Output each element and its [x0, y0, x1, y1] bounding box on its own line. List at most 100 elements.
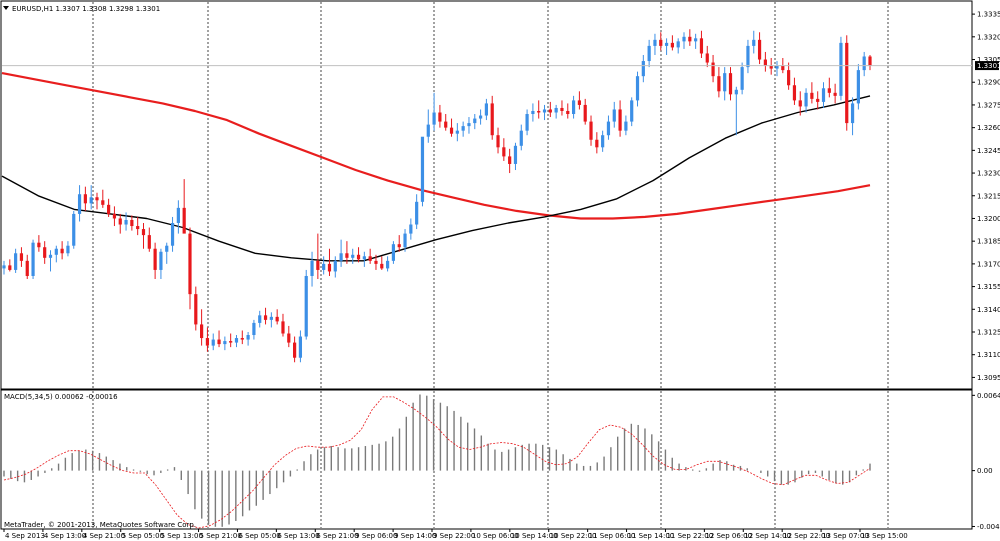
candle-body [322, 263, 326, 270]
candle-body [200, 324, 204, 339]
candle-body [403, 233, 407, 248]
candle [19, 247, 24, 267]
candle-body [89, 197, 93, 204]
candle [351, 248, 355, 264]
candle [856, 64, 860, 110]
candle [275, 309, 279, 325]
candle-body [554, 107, 558, 113]
candle [711, 54, 715, 83]
candle-body [14, 253, 18, 270]
candle-body [467, 123, 471, 127]
candle [787, 62, 791, 90]
candle-body [356, 254, 361, 260]
candle [25, 254, 29, 280]
candle-body [380, 263, 384, 269]
candle-body [304, 275, 308, 337]
candle [635, 71, 640, 107]
candle [66, 241, 70, 257]
candle [43, 241, 47, 264]
candle-body [374, 260, 378, 264]
candle [659, 32, 663, 51]
moving-average-lines [1, 72, 871, 262]
candle-body [112, 213, 117, 219]
candle-body [8, 265, 12, 270]
candle-body [804, 92, 808, 107]
candle [792, 77, 797, 105]
candle [810, 82, 814, 104]
candle [77, 185, 82, 222]
price-tick-label: 1.3140 [977, 306, 1000, 314]
price-tick-label: 1.3230 [977, 170, 1000, 178]
candle-body [333, 260, 337, 272]
candle [147, 227, 151, 252]
candle-body [612, 109, 616, 122]
candle [240, 330, 244, 345]
price-tick-label: 1.3155 [977, 283, 1000, 291]
candle-body [595, 139, 599, 148]
candle [571, 95, 576, 119]
candle [694, 33, 698, 49]
time-tick-label: 12 Sep 14:00 [744, 532, 791, 540]
candle [362, 251, 366, 267]
candle [136, 216, 140, 236]
candle [641, 54, 645, 83]
macd-plot-frame [0, 389, 973, 530]
price-tick-label: 1.3185 [977, 238, 1000, 246]
candle [705, 45, 709, 68]
candle [374, 254, 378, 270]
current-price-tag: 1.3301 [975, 61, 1000, 71]
candle [496, 127, 500, 154]
candle-body [229, 341, 233, 343]
candle-body [205, 338, 210, 346]
candle [37, 235, 41, 252]
main-plot-frame [0, 0, 973, 390]
candle-body [438, 112, 442, 122]
candle-body [850, 103, 855, 124]
candle-body [37, 242, 41, 248]
candle [130, 215, 134, 231]
price-tick-label: 1.3305 [977, 56, 1000, 64]
candle [827, 77, 831, 98]
price-tick-label: 1.3125 [977, 328, 1000, 336]
copyright-label: MetaTrader, © 2001-2013, MetaQuotes Soft… [4, 521, 196, 529]
candle-body [101, 200, 105, 205]
candle-body [589, 121, 593, 140]
candle [8, 259, 12, 272]
candle [798, 91, 802, 116]
candle-body [263, 315, 268, 320]
candle [153, 242, 157, 280]
macd-tick-label: 0.00 [977, 467, 993, 475]
candle-body [816, 98, 820, 102]
candle-body [839, 42, 843, 96]
candle [769, 58, 773, 75]
macd-tick-label: 0.00643 [977, 392, 1000, 400]
time-tick-label: 11 Sep 22:00 [666, 532, 713, 540]
candle-body [571, 100, 576, 115]
candle-body [699, 38, 704, 54]
candle-body [136, 226, 140, 230]
candle [339, 239, 343, 267]
candle [653, 33, 657, 55]
candle-body [728, 73, 733, 95]
main-price-window[interactable]: 1.3095 1.3110 1.3125 1.3140 1.3155 1.3170 1.31… [0, 0, 1000, 390]
candle [688, 29, 692, 46]
candle [380, 256, 384, 270]
candle-body [449, 127, 454, 134]
candle [647, 39, 651, 68]
candle-body [537, 110, 541, 113]
candle [752, 30, 756, 54]
candle [478, 109, 483, 125]
macd-window[interactable]: 0.00643 0.00 -0.00477 MACD(5,34,5) 0.00062… [0, 389, 1000, 531]
candle [14, 248, 18, 273]
candle-body [141, 229, 146, 236]
candle-body [705, 53, 709, 63]
candle [345, 241, 349, 264]
candle [200, 309, 204, 346]
dropdown-triangle-icon[interactable] [3, 6, 9, 10]
candle [316, 233, 320, 280]
candle-body [48, 254, 53, 258]
candle [746, 39, 750, 74]
candle-body [223, 341, 227, 345]
candle-body [455, 130, 459, 134]
